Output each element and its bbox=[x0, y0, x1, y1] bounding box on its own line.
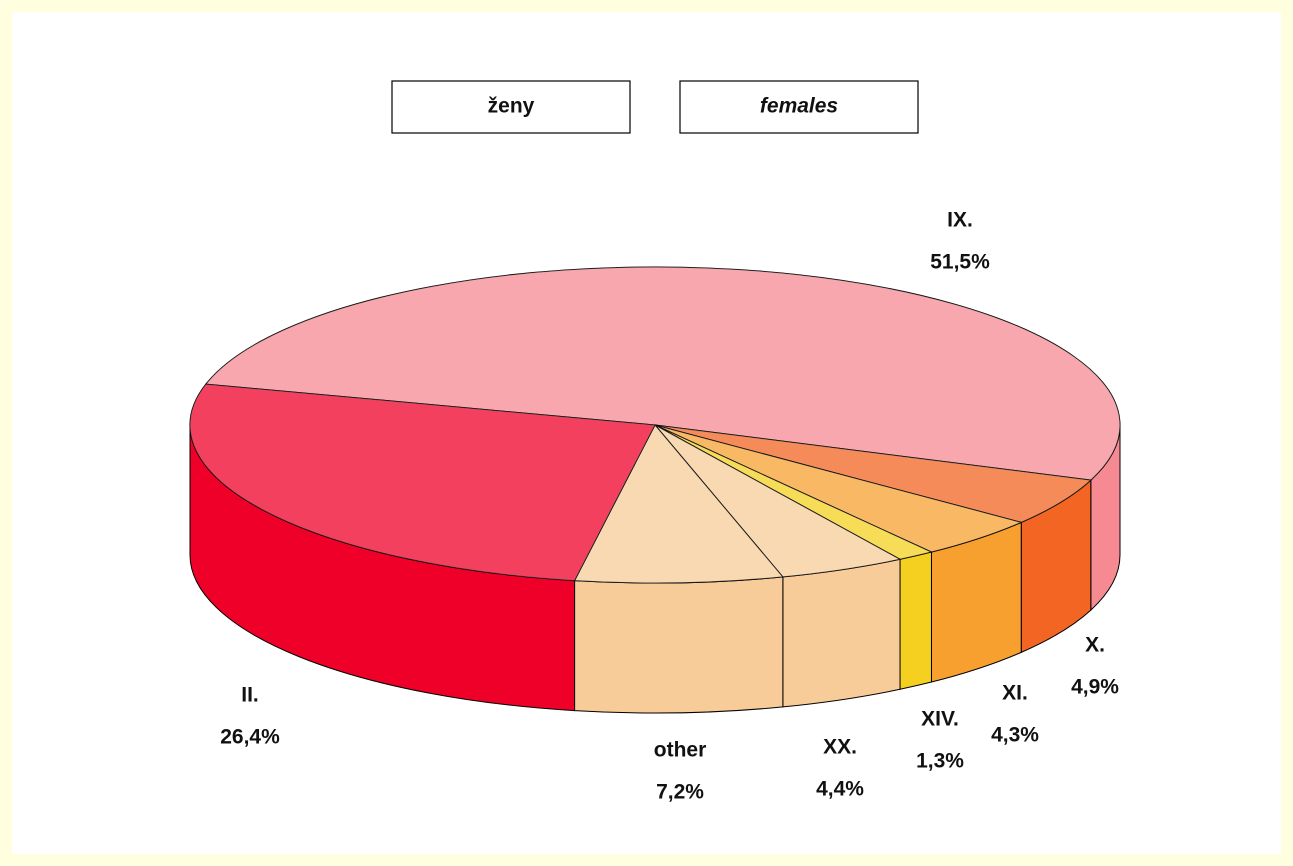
slice-value-label: 26,4% bbox=[220, 726, 280, 749]
slice-highlight bbox=[655, 425, 932, 560]
slice-value-label: 7,2% bbox=[656, 781, 704, 804]
slice-category-label: other bbox=[654, 739, 707, 762]
slice-category-label: II. bbox=[241, 684, 259, 707]
slice-highlight bbox=[655, 425, 1091, 523]
slice-side bbox=[899, 551, 932, 690]
slice-side bbox=[782, 558, 901, 708]
slice-category-label: XI. bbox=[1002, 682, 1028, 705]
slice-highlight bbox=[190, 384, 656, 581]
slice-value-label: 4,4% bbox=[816, 778, 864, 801]
slice-category-label: X. bbox=[1085, 634, 1105, 657]
title-box bbox=[391, 80, 631, 134]
slice-category-label: IX. bbox=[947, 209, 973, 232]
chart-title: ženy bbox=[488, 95, 535, 118]
slice-top bbox=[189, 383, 656, 582]
slice-value-label: 4,9% bbox=[1071, 676, 1119, 699]
chart-subtitle: females bbox=[760, 95, 838, 118]
slice-highlight bbox=[655, 425, 1022, 553]
subtitle-box bbox=[679, 80, 919, 134]
slice-highlight bbox=[574, 425, 783, 583]
slice-category-label: XX. bbox=[823, 736, 857, 759]
slice-category-label: XIV. bbox=[921, 708, 959, 731]
slice-top bbox=[204, 266, 1121, 481]
slice-top bbox=[573, 424, 784, 584]
slice-highlight bbox=[205, 267, 1120, 481]
slice-value-label: 51,5% bbox=[930, 251, 990, 274]
slice-highlight bbox=[655, 425, 901, 577]
slice-value-label: 1,3% bbox=[916, 750, 964, 773]
slice-value-label: 4,3% bbox=[991, 724, 1039, 747]
slice-side bbox=[574, 576, 784, 714]
